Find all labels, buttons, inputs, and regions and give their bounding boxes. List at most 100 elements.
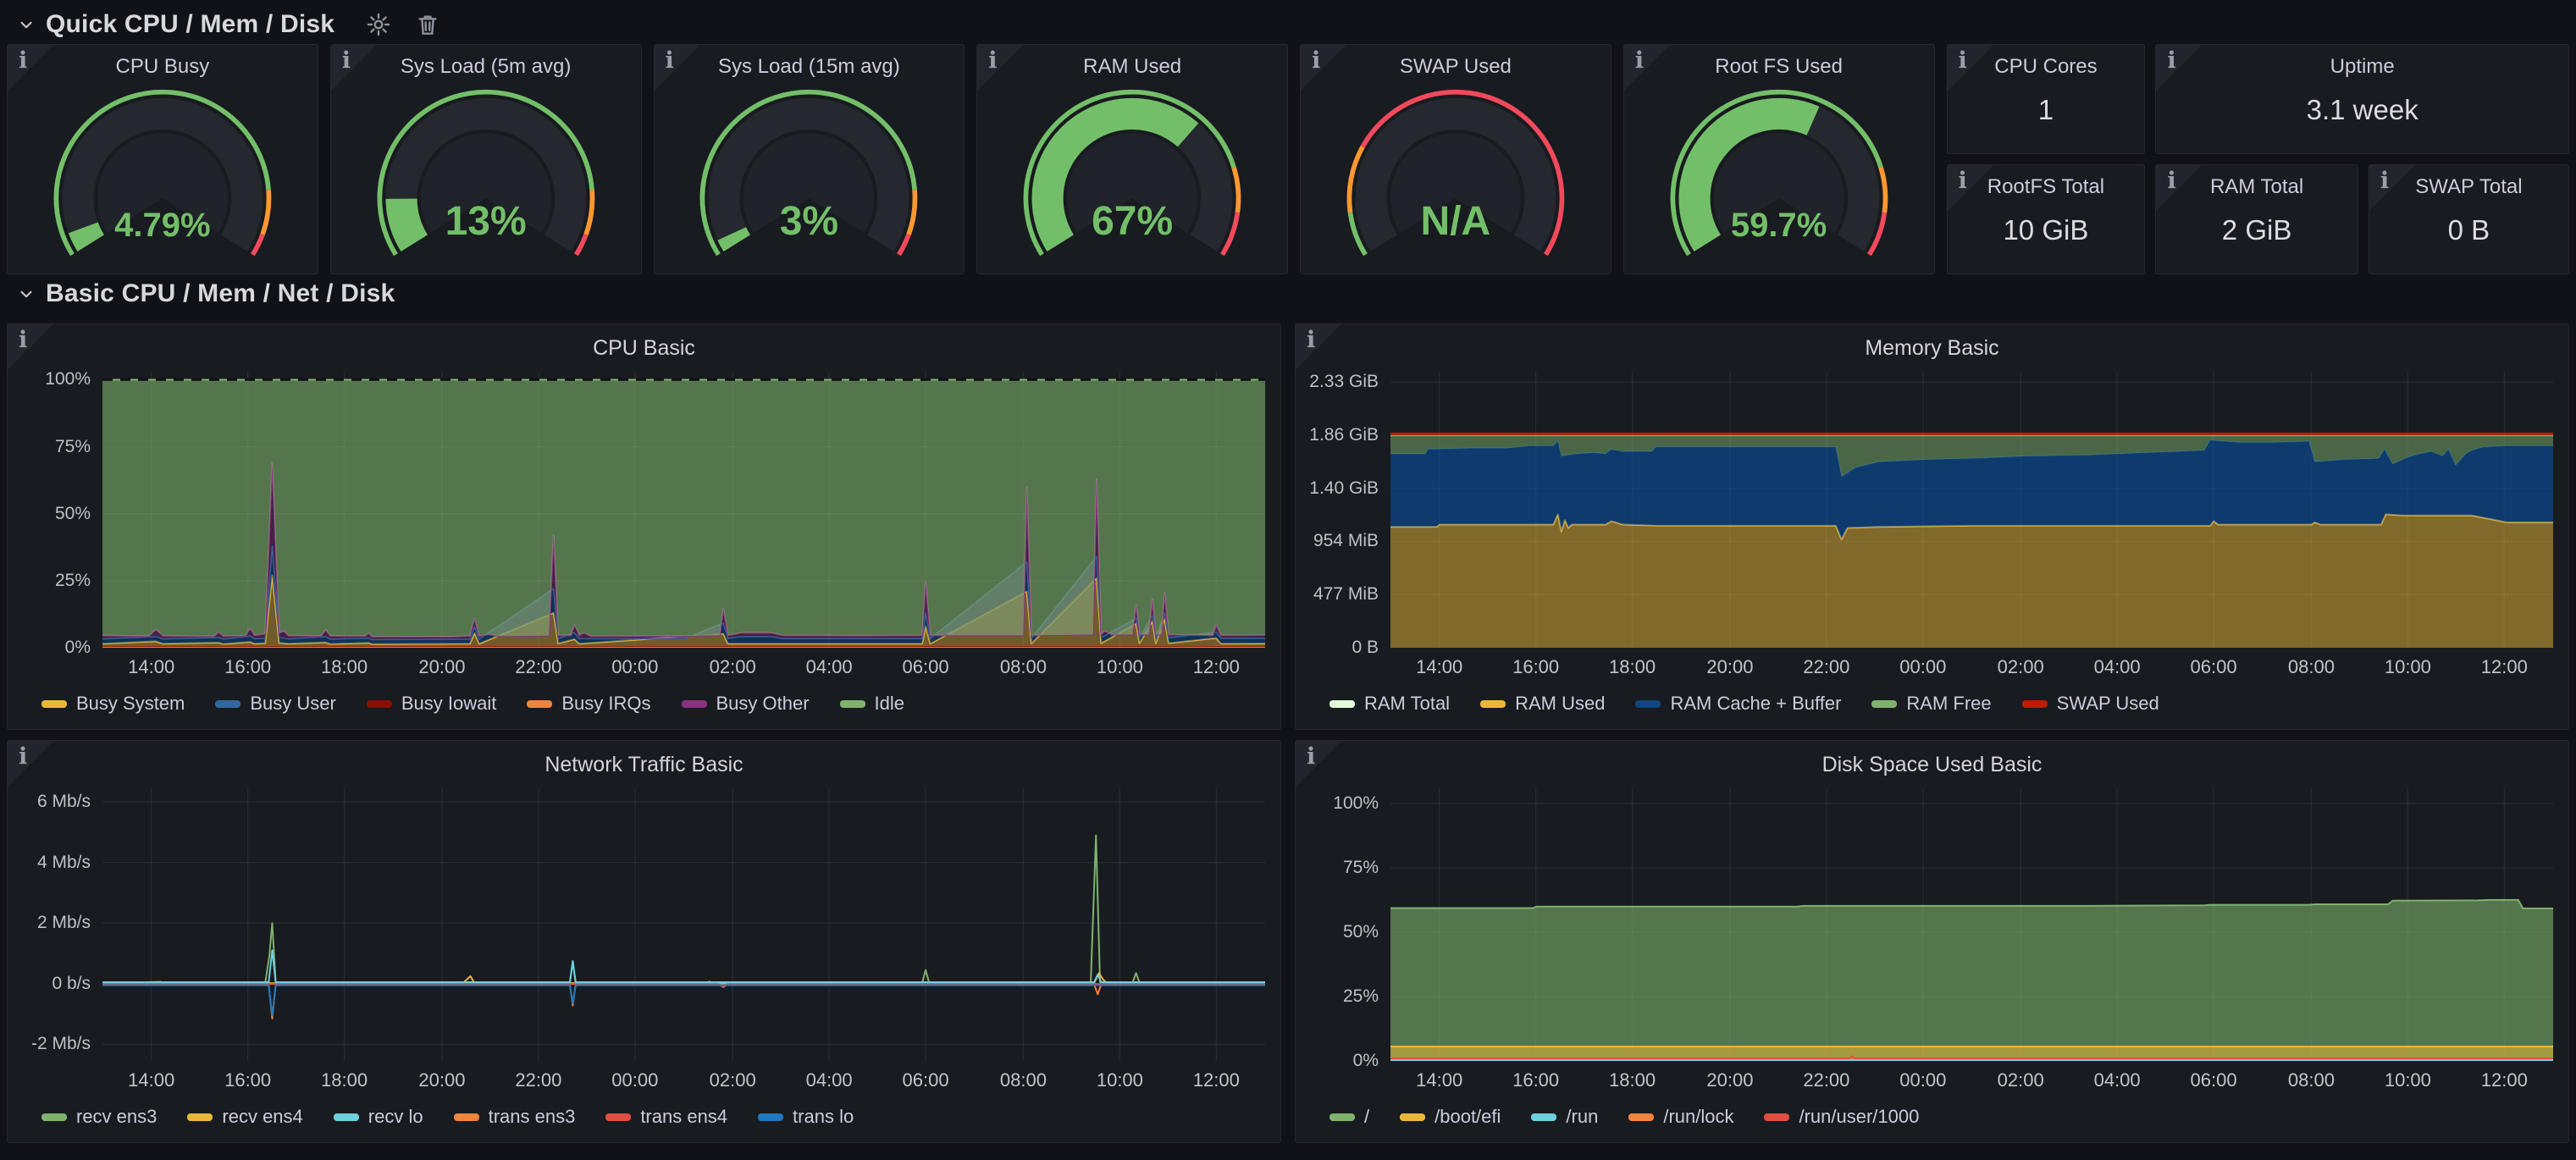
gear-icon[interactable] bbox=[365, 11, 392, 38]
legend-item[interactable]: Busy User bbox=[215, 693, 335, 715]
panel-info-corner[interactable] bbox=[1301, 45, 1346, 91]
legend-item[interactable]: /run/user/1000 bbox=[1764, 1106, 1919, 1128]
chevron-down-icon[interactable] bbox=[15, 14, 37, 36]
panel-title[interactable]: Uptime bbox=[2156, 45, 2568, 79]
gauge-value: 59.7% bbox=[1624, 207, 1934, 245]
legend-item[interactable]: recv ens4 bbox=[187, 1106, 302, 1128]
panel-title[interactable]: Sys Load (5m avg) bbox=[331, 45, 641, 79]
legend-item[interactable]: Busy Iowait bbox=[367, 693, 497, 715]
cpu-basic-plot[interactable] bbox=[102, 372, 1265, 648]
info-icon: i bbox=[2380, 168, 2389, 194]
legend-item[interactable]: Busy IRQs bbox=[527, 693, 650, 715]
legend-item[interactable]: Busy Other bbox=[682, 693, 810, 715]
legend-item[interactable]: RAM Cache + Buffer bbox=[1635, 693, 1841, 715]
panel-info-corner[interactable] bbox=[977, 45, 1023, 91]
legend-item[interactable]: /run bbox=[1531, 1106, 1598, 1128]
x-axis-tick-label: 14:00 bbox=[128, 656, 174, 678]
legend-item[interactable]: RAM Free bbox=[1871, 693, 1991, 715]
panel-title[interactable]: Root FS Used bbox=[1624, 45, 1934, 79]
legend-item[interactable]: Busy System bbox=[41, 693, 185, 715]
y-axis-tick-label: 50% bbox=[55, 504, 91, 524]
panel-disk-space-used-basic: i Disk Space Used Basic 0%25%50%75%100% … bbox=[1295, 740, 2569, 1143]
info-icon: i bbox=[1959, 47, 1967, 74]
panel-info-corner[interactable] bbox=[1624, 45, 1670, 91]
x-axis-tick-label: 18:00 bbox=[321, 656, 368, 678]
trash-icon[interactable] bbox=[414, 11, 441, 38]
legend-swatch bbox=[1628, 1113, 1654, 1121]
legend-swatch bbox=[682, 700, 707, 708]
section-title[interactable]: Basic CPU / Mem / Net / Disk bbox=[46, 279, 395, 308]
panel-info-corner[interactable] bbox=[8, 45, 53, 91]
panel-cpu-cores: i CPU Cores 1 bbox=[1947, 44, 2146, 154]
legend-label: SWAP Used bbox=[2057, 693, 2159, 715]
legend-label: / bbox=[1364, 1106, 1369, 1128]
legend-item[interactable]: / bbox=[1329, 1106, 1369, 1128]
panel-info-corner[interactable] bbox=[1948, 165, 1993, 211]
panel-info-corner[interactable] bbox=[8, 741, 53, 787]
panel-title[interactable]: SWAP Used bbox=[1301, 45, 1611, 79]
panel-info-corner[interactable] bbox=[655, 45, 700, 91]
x-axis-tick-label: 16:00 bbox=[1512, 656, 1559, 678]
x-axis-tick-label: 02:00 bbox=[1998, 1069, 2044, 1091]
panel-info-corner[interactable] bbox=[1296, 324, 1341, 370]
x-axis-tick-label: 12:00 bbox=[2481, 1069, 2528, 1091]
y-axis-tick-label: 100% bbox=[1333, 793, 1379, 814]
disk-space-plot[interactable] bbox=[1390, 788, 2553, 1061]
memory-basic-plot[interactable] bbox=[1390, 372, 2553, 648]
legend-item[interactable]: Idle bbox=[840, 693, 904, 715]
panel-title[interactable]: CPU Busy bbox=[8, 45, 318, 79]
chevron-down-icon[interactable] bbox=[15, 283, 37, 305]
panel-title[interactable]: Memory Basic bbox=[1296, 324, 2568, 361]
x-axis: 14:0016:0018:0020:0022:0000:0002:0004:00… bbox=[102, 1061, 1265, 1096]
legend-swatch bbox=[187, 1113, 213, 1121]
panel-title[interactable]: CPU Basic bbox=[8, 324, 1280, 361]
legend-item[interactable]: recv lo bbox=[334, 1106, 423, 1128]
x-axis-tick-label: 18:00 bbox=[321, 1069, 368, 1091]
panel-title[interactable]: RAM Used bbox=[977, 45, 1287, 79]
x-axis-tick-label: 20:00 bbox=[1706, 656, 1753, 678]
panel-info-corner[interactable] bbox=[2156, 45, 2202, 91]
legend-label: Busy System bbox=[76, 693, 185, 715]
legend-label: /boot/efi bbox=[1434, 1106, 1501, 1128]
info-icon: i bbox=[19, 47, 27, 74]
panel-cpu-busy: i CPU Busy 4.79% bbox=[7, 44, 318, 274]
y-axis: 0%25%50%75%100% bbox=[16, 372, 102, 648]
y-axis-tick-label: 0% bbox=[1353, 1051, 1379, 1071]
x-axis-tick-label: 04:00 bbox=[2094, 1069, 2141, 1091]
x-axis-tick-label: 18:00 bbox=[1609, 1069, 1656, 1091]
section-title[interactable]: Quick CPU / Mem / Disk bbox=[46, 10, 334, 39]
legend: / /boot/efi /run /run/lock /run/user/100… bbox=[1304, 1096, 2553, 1137]
legend-item[interactable]: RAM Used bbox=[1480, 693, 1605, 715]
legend-item[interactable]: trans ens4 bbox=[605, 1106, 727, 1128]
legend-item[interactable]: trans ens3 bbox=[454, 1106, 576, 1128]
legend: recv ens3 recv ens4 recv lo trans ens3 t… bbox=[16, 1096, 1265, 1137]
panel-info-corner[interactable] bbox=[2369, 165, 2415, 211]
legend-swatch bbox=[1764, 1113, 1789, 1121]
legend-item[interactable]: trans lo bbox=[758, 1106, 854, 1128]
panel-info-corner[interactable] bbox=[8, 324, 53, 370]
panel-title[interactable]: Sys Load (15m avg) bbox=[655, 45, 965, 79]
legend-item[interactable]: recv ens3 bbox=[41, 1106, 157, 1128]
gauge-value: 4.79% bbox=[8, 207, 318, 245]
panel-info-corner[interactable] bbox=[1948, 45, 1993, 91]
y-axis-tick-label: 0 b/s bbox=[52, 974, 91, 994]
legend-label: /run bbox=[1566, 1106, 1598, 1128]
legend-item[interactable]: RAM Total bbox=[1329, 693, 1450, 715]
panel-info-corner[interactable] bbox=[331, 45, 377, 91]
x-axis-tick-label: 22:00 bbox=[1803, 1069, 1849, 1091]
x-axis-tick-label: 14:00 bbox=[128, 1069, 174, 1091]
legend-item[interactable]: SWAP Used bbox=[2022, 693, 2159, 715]
legend-label: recv ens3 bbox=[76, 1106, 157, 1128]
x-axis-tick-label: 18:00 bbox=[1609, 656, 1656, 678]
x-axis-tick-label: 10:00 bbox=[2385, 1069, 2431, 1091]
y-axis: -2 Mb/s0 b/s2 Mb/s4 Mb/s6 Mb/s bbox=[16, 788, 102, 1061]
x-axis-tick-label: 22:00 bbox=[515, 656, 561, 678]
legend-item[interactable]: /run/lock bbox=[1628, 1106, 1733, 1128]
panel-title[interactable]: Disk Space Used Basic bbox=[1296, 741, 2568, 777]
legend-item[interactable]: /boot/efi bbox=[1400, 1106, 1501, 1128]
panel-title[interactable]: Network Traffic Basic bbox=[8, 741, 1280, 777]
network-traffic-plot[interactable] bbox=[102, 788, 1265, 1061]
panel-info-corner[interactable] bbox=[1296, 741, 1341, 787]
panel-sys-load-5m: i Sys Load (5m avg) 13% bbox=[330, 44, 642, 274]
panel-info-corner[interactable] bbox=[2156, 165, 2202, 211]
